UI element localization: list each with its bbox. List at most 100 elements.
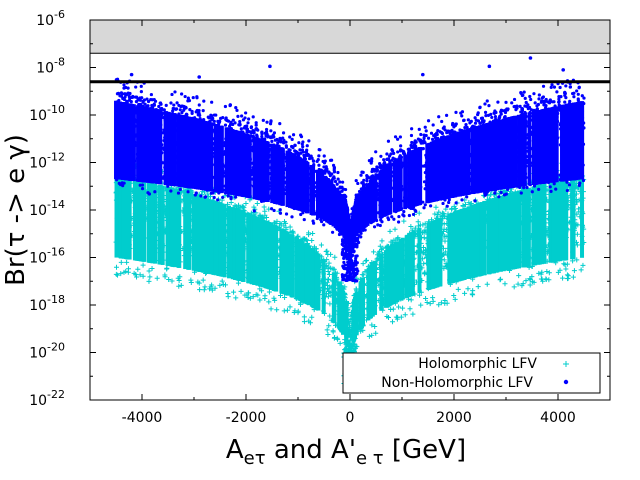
holomorphic-point [386, 247, 391, 307]
non-holomorphic-point [299, 133, 303, 137]
holomorphic-point [246, 213, 251, 284]
holomorphic-point [327, 313, 333, 319]
holomorphic-point [209, 282, 215, 288]
holomorphic-point [479, 202, 484, 276]
holomorphic-point [138, 180, 143, 262]
holomorphic-point [242, 292, 248, 298]
holomorphic-point [460, 203, 466, 209]
holomorphic-point [323, 249, 329, 255]
non-holomorphic-point [426, 119, 431, 123]
holomorphic-point [510, 192, 515, 270]
holomorphic-point [360, 261, 366, 267]
holomorphic-point [121, 175, 126, 259]
holomorphic-point [392, 226, 398, 232]
holomorphic-point [574, 242, 580, 248]
holomorphic-point [202, 284, 208, 290]
holomorphic-point [399, 238, 404, 301]
non-holomorphic-point [153, 190, 157, 194]
holomorphic-point [125, 266, 131, 272]
holomorphic-point [571, 176, 576, 260]
holomorphic-point [132, 178, 137, 261]
non-holomorphic-point [216, 198, 220, 202]
holomorphic-point [261, 204, 267, 210]
non-holomorphic-point [372, 225, 377, 229]
non-holomorphic-point [117, 181, 121, 185]
non-holomorphic-point [483, 102, 487, 106]
holomorphic-point [443, 206, 449, 212]
non-holomorphic-point [238, 120, 242, 124]
holomorphic-point [442, 238, 448, 244]
holomorphic-point [536, 270, 542, 276]
non-holomorphic-point [335, 182, 339, 186]
holomorphic-point [393, 242, 398, 303]
holomorphic-point [498, 195, 503, 272]
holomorphic-point [257, 297, 263, 303]
non-holomorphic-point [382, 158, 386, 162]
holomorphic-point [201, 287, 207, 293]
non-holomorphic-point [244, 111, 248, 115]
non-holomorphic-point [284, 212, 289, 216]
non-holomorphic-point [180, 92, 184, 96]
non-holomorphic-point [490, 115, 494, 120]
non-holomorphic-point [407, 213, 411, 218]
holomorphic-point [379, 238, 385, 244]
non-holomorphic-point [336, 170, 340, 175]
holomorphic-point [553, 180, 558, 262]
holomorphic-point [114, 174, 119, 258]
holomorphic-point [462, 290, 468, 296]
holomorphic-point [149, 265, 155, 271]
holomorphic-point [396, 304, 402, 310]
holomorphic-point [560, 275, 566, 281]
holomorphic-point [310, 230, 316, 236]
holomorphic-point [332, 254, 338, 260]
non-holomorphic-point [429, 131, 434, 135]
non-holomorphic-point [266, 134, 270, 138]
non-holomorphic-point [307, 139, 311, 143]
holomorphic-point [218, 202, 223, 277]
non-holomorphic-point [548, 185, 552, 189]
non-holomorphic-point [290, 137, 294, 141]
holomorphic-point [325, 332, 331, 338]
holomorphic-point [465, 286, 471, 292]
non-holomorphic-point [273, 138, 277, 142]
holomorphic-point [164, 265, 170, 271]
holomorphic-point [225, 294, 231, 300]
holomorphic-point [231, 289, 237, 295]
holomorphic-point [544, 269, 550, 275]
holomorphic-point [455, 286, 461, 292]
holomorphic-point [127, 177, 132, 260]
holomorphic-point [470, 288, 476, 294]
holomorphic-point [435, 219, 440, 288]
non-holomorphic-point [493, 191, 497, 195]
holomorphic-point [517, 190, 522, 269]
holomorphic-point [219, 278, 225, 284]
holomorphic-point [417, 227, 422, 294]
holomorphic-point [404, 235, 409, 298]
non-holomorphic-point [487, 103, 491, 108]
non-holomorphic-point [399, 144, 403, 148]
holomorphic-point [290, 234, 295, 298]
non-holomorphic-point [270, 139, 274, 144]
non-holomorphic-point [305, 144, 309, 148]
non-holomorphic-point [164, 103, 168, 107]
non-holomorphic-point [290, 215, 294, 219]
non-holomorphic-point [247, 117, 251, 121]
holomorphic-point [140, 273, 146, 279]
non-holomorphic-point [424, 129, 428, 133]
holomorphic-point [243, 201, 249, 207]
holomorphic-point [280, 229, 285, 294]
holomorphic-point [337, 340, 343, 346]
holomorphic-point [222, 204, 227, 278]
non-holomorphic-point [454, 110, 458, 114]
holomorphic-point [166, 277, 172, 283]
holomorphic-point [113, 271, 119, 277]
non-holomorphic-point [172, 103, 176, 107]
holomorphic-point [511, 284, 517, 290]
non-holomorphic-point [147, 192, 152, 196]
non-holomorphic-point [140, 183, 145, 187]
holomorphic-point [563, 266, 569, 272]
holomorphic-point [326, 260, 332, 266]
non-holomorphic-point [575, 89, 579, 93]
non-holomorphic-point [316, 158, 320, 162]
holomorphic-point [366, 333, 372, 339]
